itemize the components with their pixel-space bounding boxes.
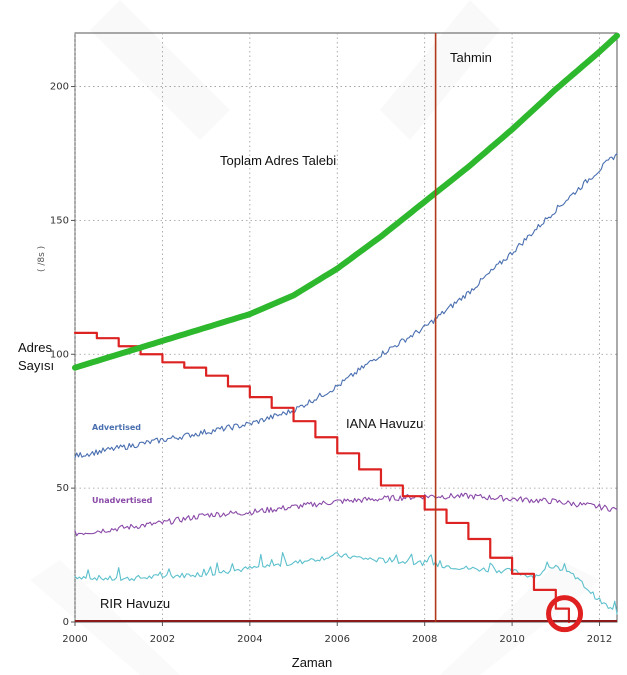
x-tick-label: 2002 bbox=[150, 634, 175, 645]
depletion-highlight-circle bbox=[546, 595, 584, 633]
y-tick-label: 150 bbox=[50, 215, 69, 226]
background-watermark bbox=[30, 0, 600, 675]
y-tick-label: 100 bbox=[50, 349, 69, 360]
x-tick-label: 2012 bbox=[587, 634, 612, 645]
y-axis-title-line2: Sayısı bbox=[18, 358, 54, 373]
x-tick-label: 2000 bbox=[62, 634, 87, 645]
x-tick-label: 2010 bbox=[499, 634, 524, 645]
y-axis-title-line1: Adres bbox=[18, 340, 52, 355]
x-axis-title: Zaman bbox=[292, 655, 332, 670]
advertised-label: Advertised bbox=[92, 423, 141, 432]
y-tick-label: 200 bbox=[50, 82, 69, 93]
unadvertised-label: Unadvertised bbox=[92, 496, 153, 505]
total-demand-label: Toplam Adres Talebi bbox=[220, 153, 336, 168]
iana-pool-label: IANA Havuzu bbox=[346, 416, 423, 431]
y-axis-units: ( /8s ) bbox=[37, 246, 47, 272]
forecast-label: Tahmin bbox=[450, 50, 492, 65]
grid-lines bbox=[74, 33, 617, 622]
plot-frame bbox=[74, 32, 618, 623]
x-tick-label: 2006 bbox=[325, 634, 350, 645]
plot-border bbox=[74, 32, 618, 623]
series-line-iana-pool bbox=[73, 331, 571, 624]
y-tick-label: 0 bbox=[63, 617, 69, 628]
x-tick-label: 2008 bbox=[412, 634, 437, 645]
x-tick-label: 2004 bbox=[237, 634, 262, 645]
series-layer bbox=[72, 32, 620, 624]
series-line-total-demand bbox=[72, 32, 620, 371]
series-line-rir-pool bbox=[74, 552, 618, 615]
series-line-unadvertised bbox=[74, 492, 618, 537]
x-axis-ticks: 2000 2002 2004 2006 2008 2010 2012 bbox=[62, 622, 612, 645]
y-tick-label: 50 bbox=[56, 483, 69, 494]
rir-pool-label: RIR Havuzu bbox=[100, 596, 170, 611]
series-line-advertised bbox=[74, 152, 618, 459]
y-axis-ticks: 0 50 100 150 200 bbox=[50, 82, 75, 628]
